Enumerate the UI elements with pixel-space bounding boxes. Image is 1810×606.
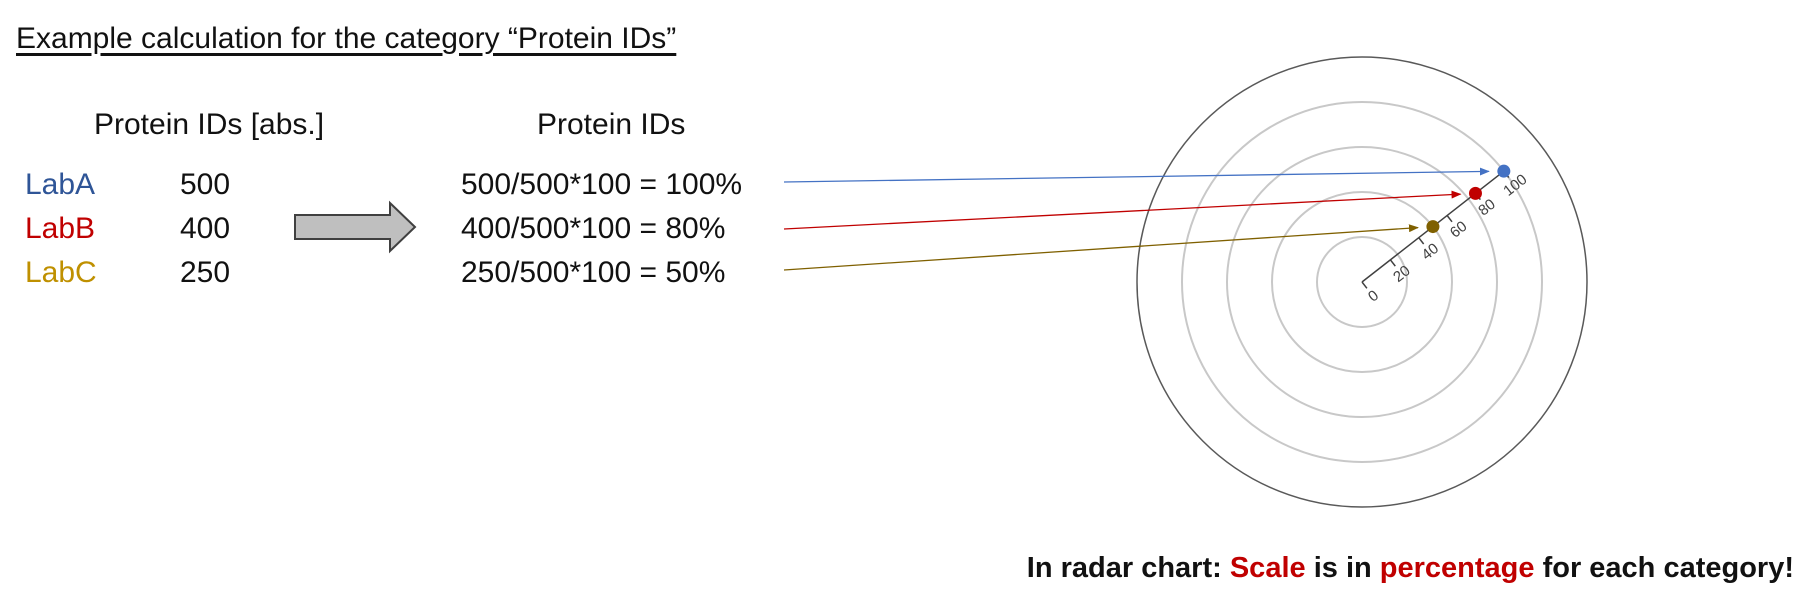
calc-laba: 500/500*100 = 100% (461, 168, 743, 201)
radar-ring (1136, 56, 1588, 508)
pointer-arrow-labc (783, 224, 1419, 271)
lab-name-labb: LabB (25, 212, 96, 245)
radar-ring (1226, 146, 1498, 418)
radar-ring (1181, 101, 1543, 463)
footer-text-1: In radar chart: (1026, 552, 1230, 584)
radar-tick (1361, 281, 1368, 289)
radar-point-labb (1468, 186, 1482, 200)
radar-tick-label: 0 (1365, 287, 1382, 306)
lab-name-labc: LabC (25, 256, 97, 289)
radar-rings (1136, 56, 1588, 508)
page-title: Example calculation for the category “Pr… (16, 22, 677, 55)
pointer-arrow-laba (783, 167, 1490, 183)
radar-point-laba (1497, 164, 1511, 178)
footer-note: In radar chart: Scale is in percentage f… (1027, 552, 1794, 585)
lab-name-laba: LabA (25, 168, 96, 201)
radar-tick (1446, 215, 1453, 223)
radar-tick (1389, 259, 1396, 267)
radar-ring (1316, 236, 1408, 328)
footer-scale: Scale (1229, 552, 1306, 584)
left-column-header: Protein IDs [abs.] (94, 108, 325, 141)
pointer-arrow-labb (783, 190, 1462, 230)
lab-value-labc: 250 (180, 256, 231, 289)
calc-labc: 250/500*100 = 50% (461, 256, 726, 289)
radar-point-labc (1426, 220, 1440, 234)
right-column-header: Protein IDs (537, 108, 686, 141)
radar-tick (1418, 237, 1425, 245)
radar-tick-label: 60 (1447, 218, 1471, 242)
footer-percentage: percentage (1379, 552, 1535, 584)
radar-tick-label: 20 (1390, 262, 1414, 286)
lab-value-labb: 400 (180, 212, 231, 245)
radar-tick-label: 80 (1475, 196, 1499, 220)
lab-value-laba: 500 (180, 168, 231, 201)
pointer-arrows (783, 164, 1511, 271)
footer-text-3: for each category! (1534, 552, 1794, 584)
radar-tick-label: 40 (1418, 240, 1442, 264)
radar-ring (1271, 191, 1453, 373)
right-arrow-icon (294, 200, 417, 254)
footer-text-2: is in (1305, 552, 1380, 584)
calc-labb: 400/500*100 = 80% (461, 212, 726, 245)
